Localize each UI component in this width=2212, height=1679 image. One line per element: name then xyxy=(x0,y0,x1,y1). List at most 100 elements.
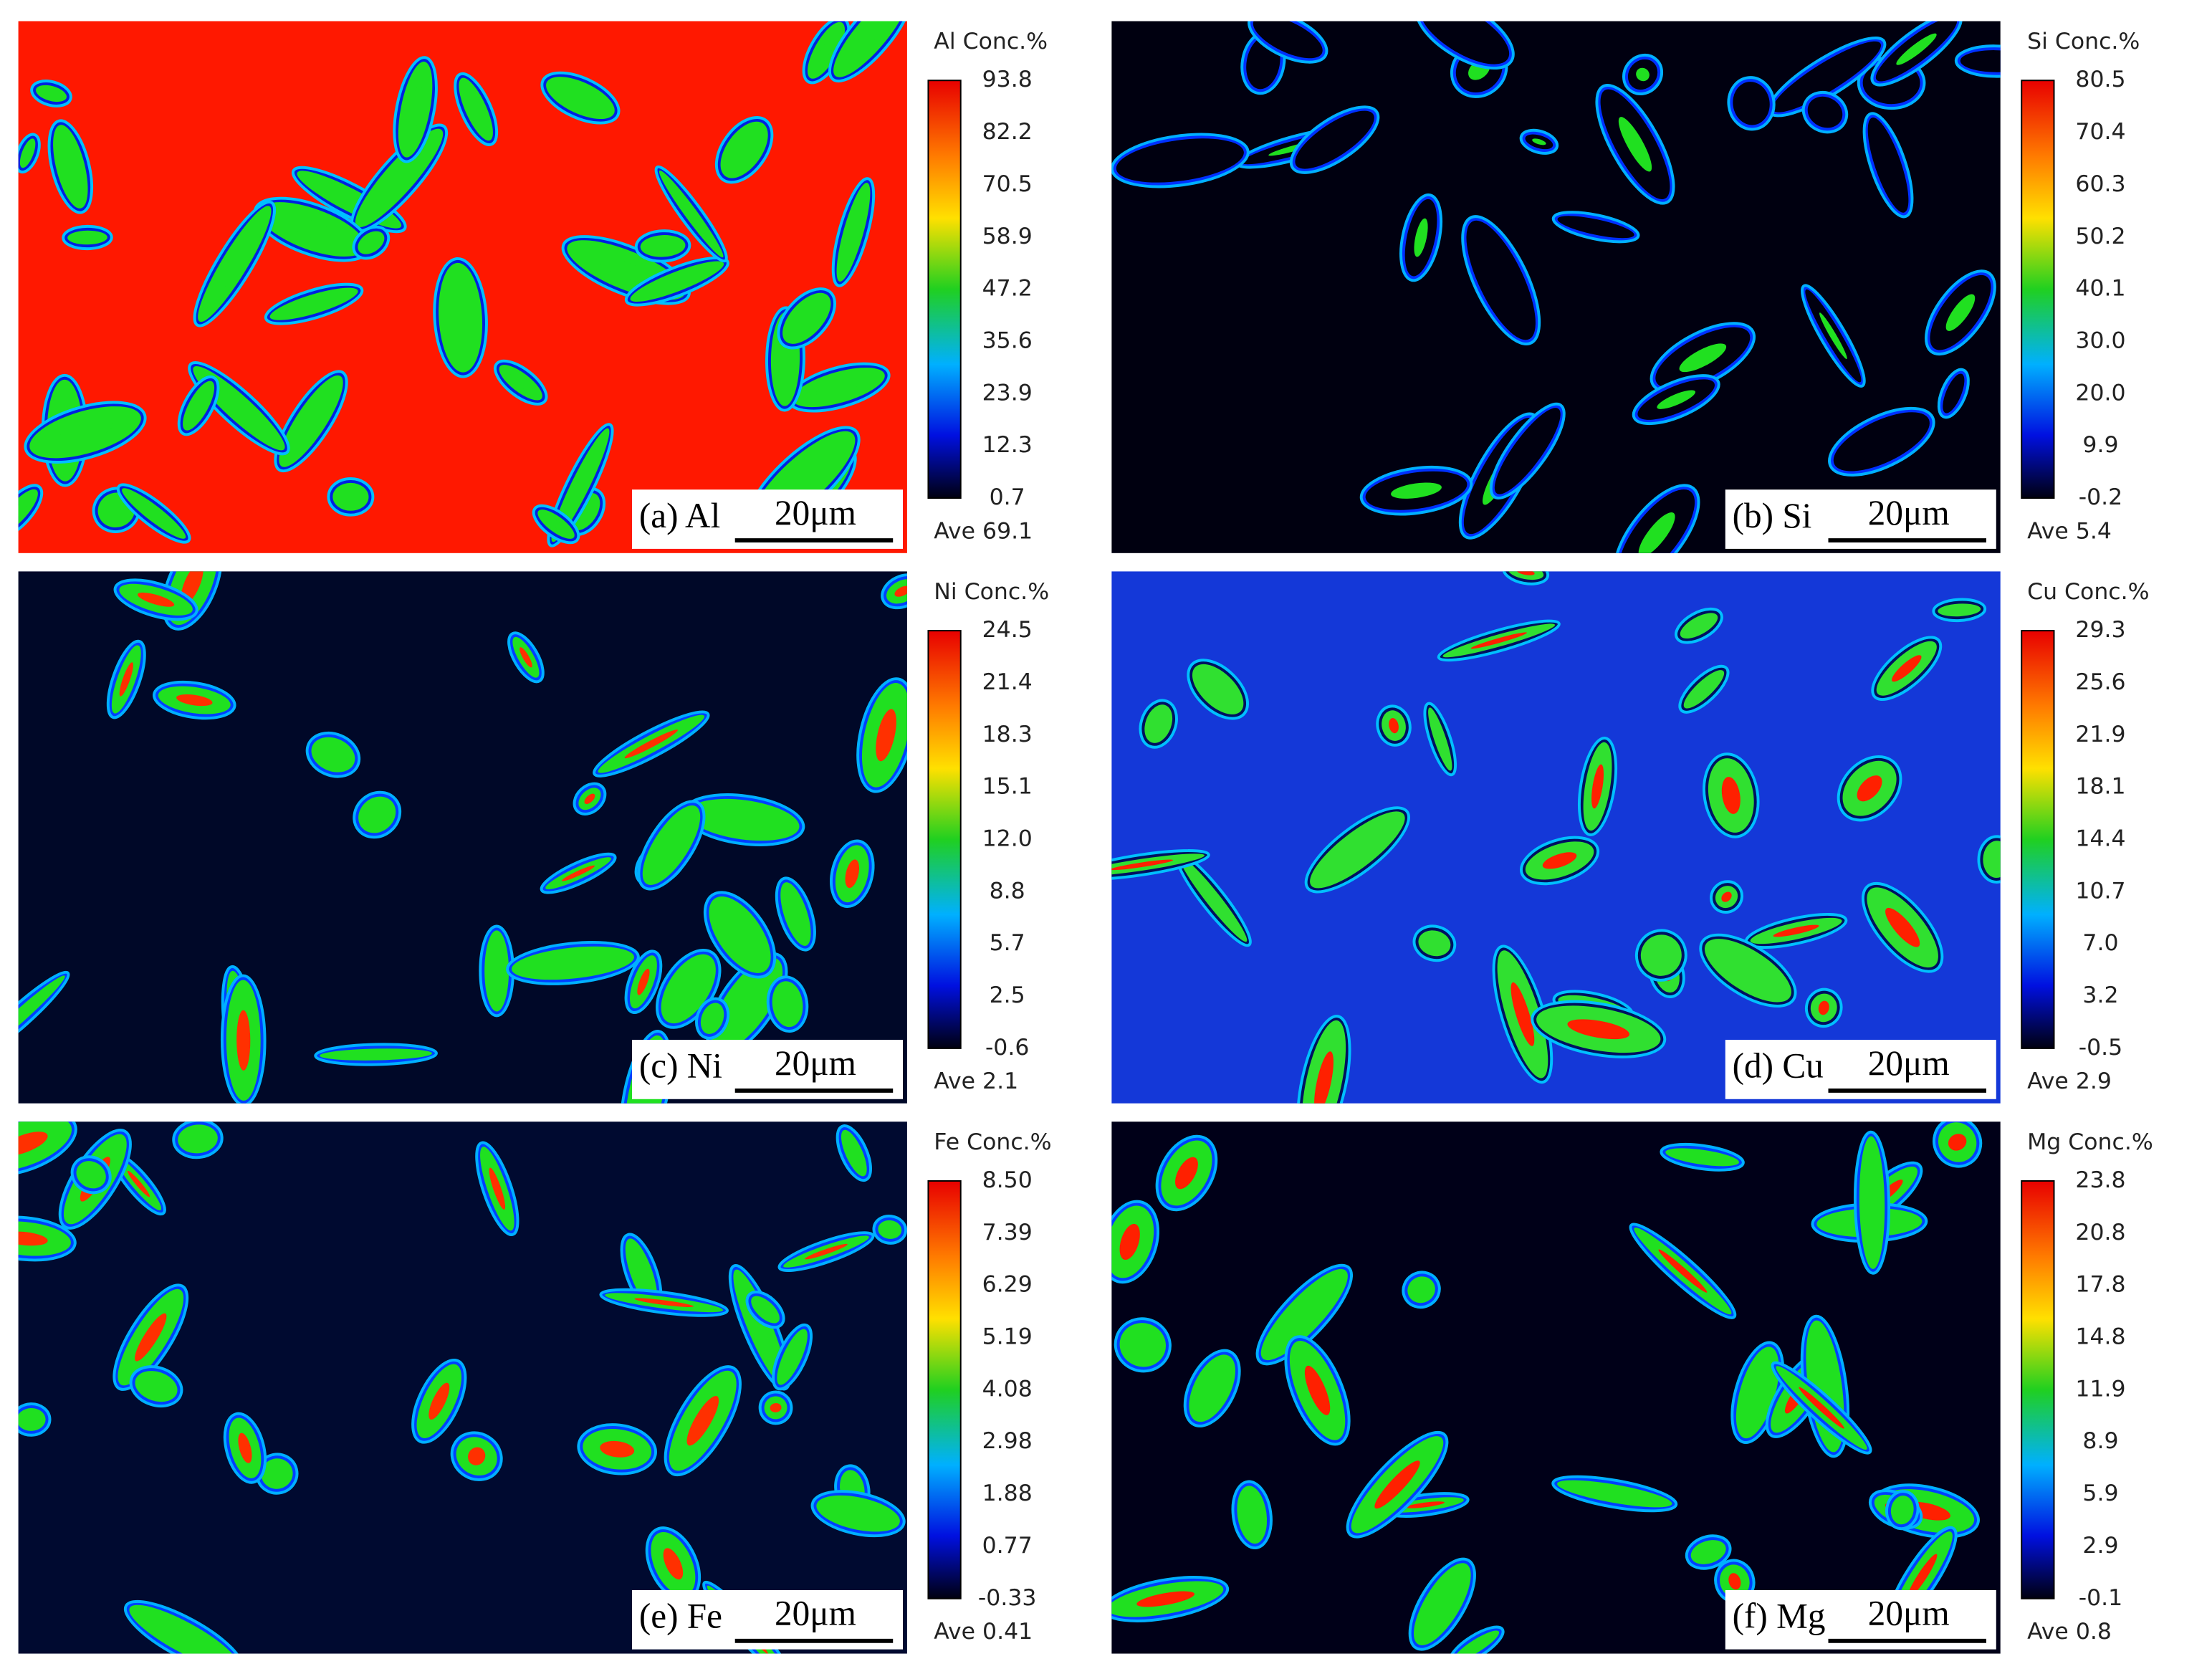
colorbar xyxy=(2021,630,2055,1049)
colorbar-tick-label: 23.8 xyxy=(2075,1167,2125,1193)
map-feature xyxy=(841,1129,867,1177)
colorbar-tick-label: -0.33 xyxy=(978,1585,1037,1611)
map-feature xyxy=(509,373,532,391)
map-feature xyxy=(1314,1051,1334,1104)
map-feature xyxy=(780,882,811,946)
map-feature xyxy=(1892,655,1922,682)
map-feature xyxy=(1420,21,1510,64)
map-feature xyxy=(57,421,113,444)
map-feature xyxy=(1542,852,1577,869)
map-feature xyxy=(178,1124,218,1154)
map-feature xyxy=(1859,1136,1885,1269)
map-feature xyxy=(238,1432,252,1463)
map-feature xyxy=(817,36,836,64)
map-feature xyxy=(551,428,610,542)
map-features xyxy=(1111,1121,1983,1654)
map-feature xyxy=(700,1003,724,1034)
map-feature xyxy=(135,1371,178,1402)
colorbar-tick-label: 58.9 xyxy=(982,224,1033,249)
colorbar-title: Ni Conc.% xyxy=(934,579,1049,605)
map-feature xyxy=(1943,373,1965,413)
map-feature xyxy=(1111,859,1174,871)
map-feature xyxy=(129,1604,239,1654)
colorbar-average: Ave 0.8 xyxy=(2027,1619,2112,1645)
map-feature xyxy=(311,737,355,772)
map-feature xyxy=(1833,412,1930,472)
map-features xyxy=(1111,571,2001,1104)
colorbar-tick-label: 24.5 xyxy=(982,617,1033,643)
map-feature xyxy=(547,517,565,532)
map-feature xyxy=(216,234,253,293)
map-feature xyxy=(1735,1346,1779,1439)
colorbar-tick-label: 93.8 xyxy=(982,67,1033,92)
map-feature xyxy=(852,21,889,56)
map-feature xyxy=(1658,1249,1708,1293)
map-feature xyxy=(1938,603,1981,617)
map-feature xyxy=(1867,118,1909,213)
map-feature xyxy=(563,88,598,108)
colorbar-tick-label: 5.9 xyxy=(2082,1481,2118,1506)
map-feature xyxy=(1948,1134,1967,1151)
colorbar-tick-label: 17.8 xyxy=(2075,1272,2125,1298)
colorbar xyxy=(2021,1180,2055,1599)
map-feature xyxy=(1310,811,1405,889)
panel: (f) Mg 20μm Mg Conc.% 23.8 20.8 17.8 14.8 11.9 8… xyxy=(1111,1121,2153,1654)
map-feature xyxy=(1295,110,1374,169)
map-feature xyxy=(637,968,650,995)
map-feature xyxy=(1819,312,1847,360)
map-feature xyxy=(1414,1563,1471,1645)
map-feature xyxy=(1136,1591,1194,1607)
colorbar-title: Al Conc.% xyxy=(934,29,1048,54)
map-feature xyxy=(135,1313,167,1362)
colorbar-title: Cu Conc.% xyxy=(2027,579,2149,605)
colorbar-average: Ave 0.41 xyxy=(934,1619,1033,1645)
colorbar-tick-label: 15.1 xyxy=(982,774,1033,800)
map-features xyxy=(18,571,907,1104)
map-feature xyxy=(1638,512,1675,553)
map-feature xyxy=(295,398,327,444)
map-feature xyxy=(711,957,783,1051)
map-feature xyxy=(1389,718,1399,734)
map-feature xyxy=(1690,1540,1726,1564)
map-feature xyxy=(36,85,67,102)
colorbar-tick-label: -0.2 xyxy=(2079,484,2122,510)
map-feature xyxy=(19,138,36,168)
colorbar-tick-label: 1.88 xyxy=(982,1481,1033,1506)
colorbar-tick-label: 20.0 xyxy=(2075,380,2125,406)
colorbar-tick-label: 18.3 xyxy=(982,722,1033,747)
map-feature xyxy=(484,930,509,1012)
caption: (e) Fe xyxy=(639,1597,722,1636)
colorbar-tick-label: 14.8 xyxy=(2075,1324,2125,1350)
map-feature xyxy=(663,1548,684,1580)
map-feature xyxy=(720,121,768,178)
map-feature xyxy=(836,183,871,282)
map-feature xyxy=(709,896,771,973)
map-feature xyxy=(1680,613,1718,639)
map-feature xyxy=(770,1403,782,1412)
map-feature xyxy=(127,1170,150,1197)
colorbar-tick-label: 0.7 xyxy=(990,484,1025,510)
map-feature xyxy=(1799,1387,1844,1429)
map-feature xyxy=(1116,138,1244,183)
map-feature xyxy=(520,647,532,668)
colorbar-tick-label: 3.2 xyxy=(2082,982,2118,1008)
map-feature xyxy=(1733,82,1770,125)
colorbar-tick-label: 70.5 xyxy=(982,171,1033,197)
map-feature xyxy=(1683,670,1725,709)
map-feature xyxy=(1253,21,1323,59)
map-feature xyxy=(439,262,483,373)
map-features xyxy=(1111,21,2001,553)
colorbar-title: Mg Conc.% xyxy=(2027,1129,2153,1155)
map-feature xyxy=(18,1231,48,1246)
colorbar-tick-label: 8.9 xyxy=(2082,1428,2118,1454)
map-feature xyxy=(782,292,831,344)
scale-label: 20μm xyxy=(1868,493,1950,532)
map-feature xyxy=(687,798,800,841)
map-feature xyxy=(675,192,707,236)
colorbar-tick-label: 14.4 xyxy=(2075,826,2125,851)
map-feature xyxy=(76,1161,106,1189)
map-feature xyxy=(176,694,213,707)
colorbar-tick-label: 7.39 xyxy=(982,1220,1033,1245)
map-feature xyxy=(1189,1354,1236,1422)
map-feature xyxy=(1144,704,1173,743)
